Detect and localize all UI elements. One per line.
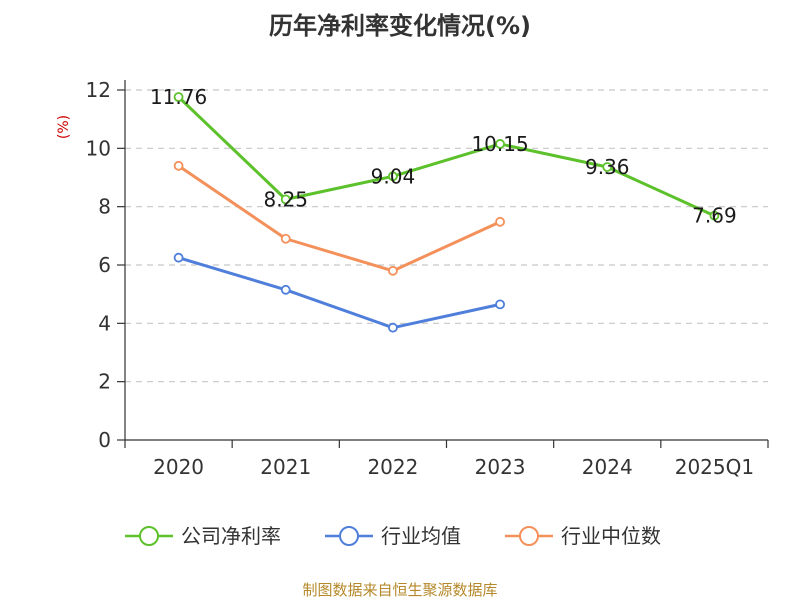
data-label-1: 8.25: [263, 187, 308, 211]
x-tick-label-2020: 2020: [153, 455, 204, 479]
x-tick-label-2024: 2024: [582, 455, 633, 479]
x-tick-label-2022: 2022: [367, 455, 418, 479]
x-tick-label-2021: 2021: [260, 455, 311, 479]
data-point-s0-3: [495, 139, 505, 149]
data-point-s1-2: [388, 322, 398, 333]
data-label-5: 7.69: [692, 204, 737, 228]
series-line-0: [177, 95, 716, 218]
legend-label-2: 行业中位数: [561, 524, 661, 548]
y-tick-label-10: 10: [86, 136, 111, 160]
data-label-4: 9.36: [585, 155, 630, 179]
data-point-s0-0: [173, 92, 184, 102]
data-label-0: 11.76: [150, 85, 207, 109]
data-point-s2-0: [173, 160, 184, 171]
data-point-s2-1: [280, 233, 291, 244]
y-tick-label-6: 6: [98, 253, 111, 277]
legend-item-0[interactable]: 公司净利率: [125, 524, 281, 548]
data-point-s0-5: [709, 210, 720, 221]
legend-marker-1: [339, 526, 359, 546]
y-tick-label-12: 12: [86, 78, 111, 102]
x-tick-label-2023: 2023: [475, 455, 526, 479]
data-label-2: 9.04: [371, 164, 416, 188]
data-point-s2-2: [388, 265, 398, 276]
legend-marker-2: [519, 526, 539, 546]
y-axis-unit-label: (%): [56, 115, 72, 139]
data-source-note: 制图数据来自恒生聚源数据库: [302, 581, 497, 599]
data-point-s1-1: [280, 284, 291, 295]
legend-label-0: 公司净利率: [181, 524, 281, 548]
axes: 0 2 4 6 8 10 12 2020 2021 2022 2023 2024 2025Q1: [86, 78, 769, 479]
legend-marker-0: [139, 526, 159, 546]
y-tick-label-8: 8: [98, 195, 111, 219]
y-tick-label-0: 0: [98, 428, 111, 452]
data-point-s1-3: [495, 299, 505, 310]
series-group: [173, 92, 720, 333]
legend-item-1[interactable]: 行业均值: [325, 524, 461, 548]
data-point-s2-3: [495, 216, 505, 227]
series-line-1: [178, 256, 501, 330]
series-line-2: [177, 164, 501, 273]
legend-label-1: 行业均值: [381, 524, 461, 548]
y-tick-label-2: 2: [98, 370, 111, 394]
data-point-s0-1: [280, 194, 291, 205]
y-tick-label-4: 4: [98, 311, 111, 335]
data-point-s1-0: [173, 252, 184, 263]
legend[interactable]: 公司净利率 行业均值 行业中位数: [125, 524, 661, 548]
data-point-s0-4: [602, 162, 613, 172]
chart-title: 历年净利率变化情况(%): [269, 12, 531, 40]
data-label-3: 10.15: [471, 132, 528, 156]
data-point-s0-2: [388, 171, 398, 182]
legend-item-2[interactable]: 行业中位数: [505, 524, 661, 548]
gridlines: [125, 89, 768, 383]
x-tick-label-2025Q1: 2025Q1: [675, 455, 754, 479]
data-labels: 11.76 8.25 9.04 10.15 9.36 7.69: [150, 85, 737, 228]
